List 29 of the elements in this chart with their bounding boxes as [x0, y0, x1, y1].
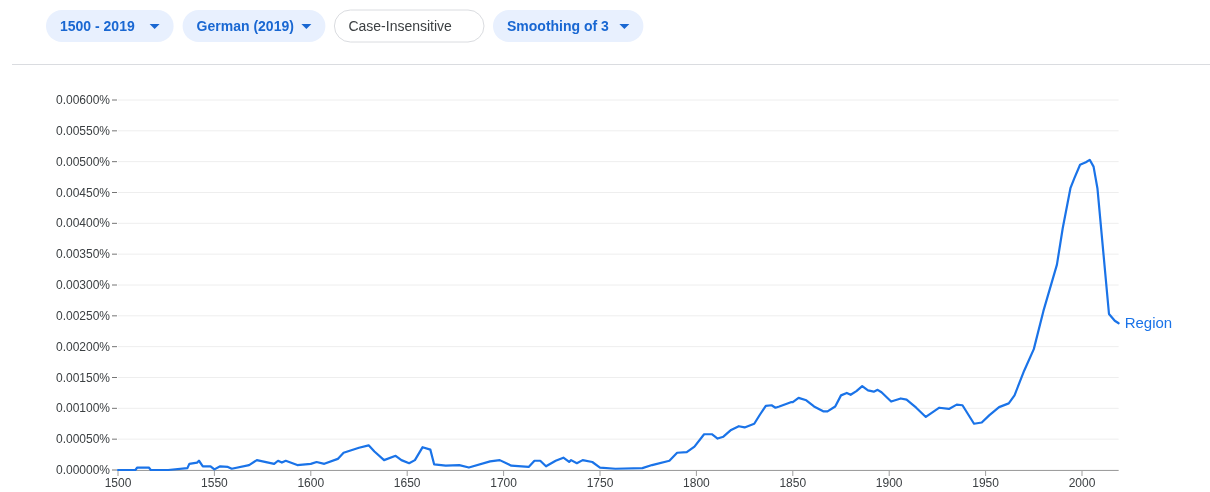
x-tick-label: 1600 — [297, 476, 325, 490]
y-tick-label: 0.00050% — [55, 432, 111, 447]
y-tick-label: 0.00300% — [55, 278, 111, 292]
y-tick-label: 0.00600% — [55, 93, 111, 107]
x-tick-label: 1850 — [779, 476, 807, 490]
x-tick-label: 1500 — [104, 476, 132, 490]
toggle-button: Case-Insensitive — [333, 9, 485, 43]
dropdown-button: 1500 - 2019 — [46, 10, 174, 42]
x-tick-label: 1550 — [201, 476, 229, 490]
y-tick-label: 0.00350% — [55, 247, 111, 262]
series-label: Region — [1124, 314, 1173, 332]
y-tick-label: 0.00450% — [55, 185, 111, 200]
y-tick-label: 0.00500% — [55, 154, 111, 169]
x-tick-label: 1650 — [393, 476, 421, 490]
x-tick-label: 1750 — [586, 476, 614, 490]
x-tick-label: 2000 — [1068, 476, 1096, 490]
y-tick-label: 0.00200% — [55, 339, 111, 354]
y-tick-label: 0.00550% — [55, 123, 111, 138]
dropdown-button: Smoothing of 3 — [493, 10, 644, 42]
x-tick-label: 1700 — [490, 476, 518, 490]
dropdown-button: German (2019) — [182, 10, 326, 42]
x-tick-label: 1800 — [683, 476, 711, 490]
y-tick-label: 0.00100% — [55, 401, 111, 416]
x-tick-label: 1900 — [875, 476, 903, 490]
y-tick-label: 0.00000% — [55, 463, 111, 477]
y-tick-label: 0.00150% — [55, 370, 111, 385]
y-tick-label: 0.00400% — [55, 216, 111, 231]
x-tick-label: 1950 — [972, 476, 1000, 490]
y-tick-label: 0.00250% — [55, 308, 111, 323]
